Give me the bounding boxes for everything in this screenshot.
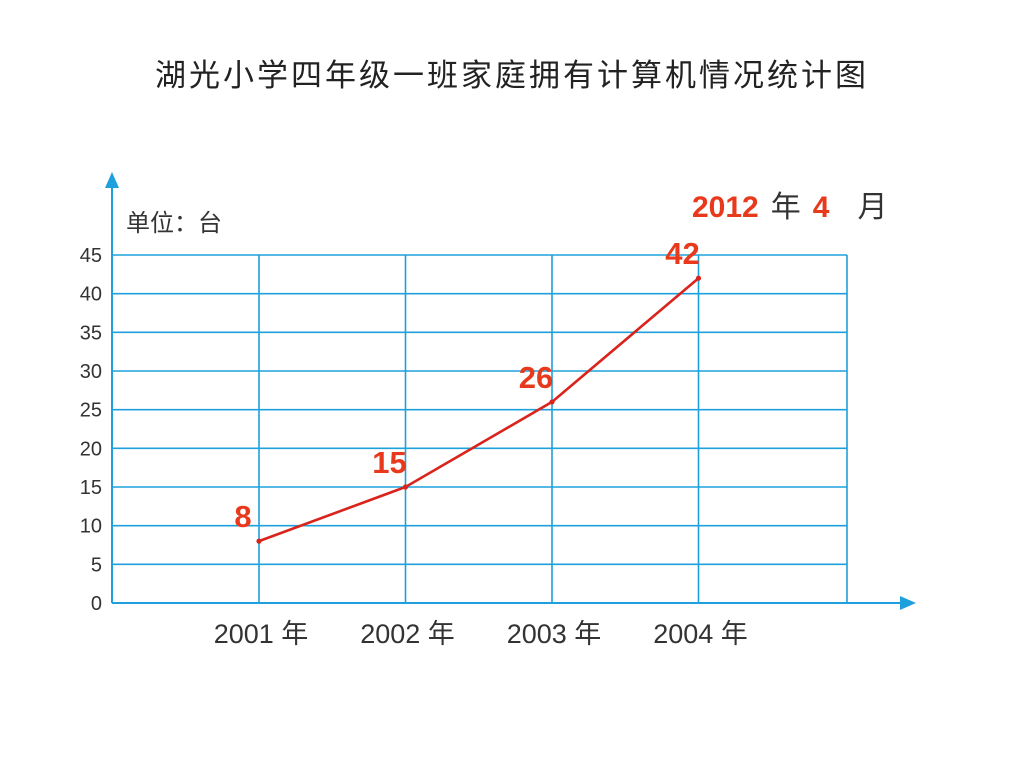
y-tick-label: 30 (80, 361, 102, 383)
unit-label: 单位：台 (126, 209, 222, 237)
data-point (256, 538, 262, 544)
data-point (549, 399, 555, 405)
data-point (695, 275, 702, 281)
date-month-value: 4 (812, 191, 830, 224)
data-label: 15 (372, 445, 406, 480)
x-tick-label: 2002 年 (360, 619, 455, 649)
y-tick-label: 35 (80, 322, 102, 344)
y-tick-label: 40 (80, 284, 102, 306)
y-tick-label: 45 (80, 245, 102, 267)
series-line (258, 277, 700, 543)
chart-title: 湖光小学四年级一班家庭拥有计算机情况统计图 (155, 58, 869, 94)
date-year-unit: 年 (770, 191, 801, 224)
y-tick-label: 15 (80, 477, 102, 499)
data-label: 26 (519, 360, 553, 395)
x-tick-label: 2001 年 (214, 619, 309, 649)
x-tick-label: 2003 年 (507, 619, 602, 649)
y-tick-label: 0 (91, 593, 102, 615)
data-label: 42 (665, 236, 699, 271)
date-label: 2012 年 4 月 (692, 182, 887, 226)
date-month-unit: 月 (857, 191, 888, 224)
data-point (402, 484, 409, 490)
y-tick-label: 20 (80, 438, 102, 460)
data-label: 8 (234, 499, 251, 534)
date-year-value: 2012 (692, 191, 759, 224)
y-tick-label: 25 (80, 400, 102, 422)
x-axis-arrow (900, 596, 916, 610)
y-tick-label: 5 (91, 554, 102, 576)
y-tick-label: 10 (80, 516, 102, 538)
y-axis-arrow (105, 172, 119, 188)
x-tick-label: 2004 年 (653, 619, 748, 649)
